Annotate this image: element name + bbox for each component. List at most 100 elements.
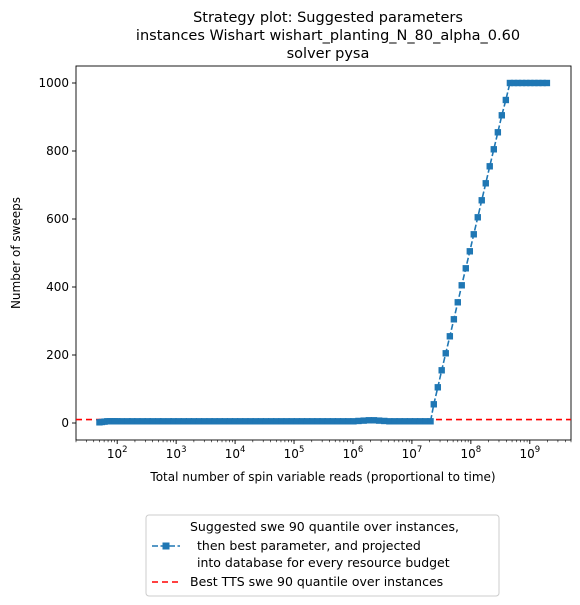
legend-series-label-line-1: Suggested swe 90 quantile over instances… bbox=[190, 519, 459, 534]
data-point bbox=[401, 418, 409, 425]
data-point bbox=[283, 418, 290, 425]
x-tick-label: 104 bbox=[225, 445, 246, 461]
y-tick-label: 0 bbox=[61, 416, 69, 430]
data-point bbox=[446, 333, 454, 340]
data-point bbox=[180, 418, 188, 425]
data-point bbox=[539, 79, 546, 87]
data-point bbox=[155, 418, 162, 425]
data-point bbox=[454, 299, 461, 306]
data-point bbox=[365, 417, 373, 424]
data-point bbox=[268, 418, 275, 425]
data-point bbox=[482, 180, 489, 187]
data-point bbox=[165, 418, 172, 425]
data-point bbox=[159, 418, 167, 425]
legend: Suggested swe 90 quantile over instances… bbox=[145, 514, 500, 597]
y-tick-label: 600 bbox=[46, 212, 69, 226]
data-point bbox=[527, 79, 534, 87]
data-point bbox=[486, 163, 493, 170]
data-point bbox=[434, 384, 442, 391]
y-axis: 0 200 400 600 800 1000 bbox=[38, 76, 76, 430]
chart-title-line-3: solver pysa bbox=[287, 46, 370, 62]
y-tick-label: 200 bbox=[46, 348, 69, 362]
data-point bbox=[129, 418, 136, 425]
data-point bbox=[462, 265, 469, 272]
data-point bbox=[339, 418, 347, 425]
data-point bbox=[514, 79, 522, 87]
data-point bbox=[195, 418, 203, 425]
data-point bbox=[201, 418, 208, 425]
data-point bbox=[298, 418, 306, 425]
plot-area bbox=[75, 65, 572, 441]
data-point bbox=[535, 79, 542, 87]
data-point bbox=[206, 418, 213, 425]
data-point bbox=[134, 418, 141, 425]
data-point bbox=[370, 417, 378, 424]
data-point bbox=[211, 418, 218, 425]
data-point bbox=[185, 418, 193, 425]
x-tick-label: 102 bbox=[107, 445, 128, 461]
chart-title-line-1: Strategy plot: Suggested parameters bbox=[193, 10, 463, 26]
data-point bbox=[411, 418, 419, 425]
data-point bbox=[391, 418, 398, 425]
data-point bbox=[438, 367, 445, 374]
data-point bbox=[144, 418, 151, 425]
x-axis-label: Total number of spin variable reads (pro… bbox=[149, 470, 495, 484]
data-point bbox=[506, 79, 514, 87]
data-point bbox=[531, 79, 538, 87]
data-point bbox=[427, 418, 434, 425]
data-point bbox=[231, 418, 239, 425]
data-point bbox=[273, 418, 280, 425]
y-tick-label: 400 bbox=[46, 280, 69, 294]
data-point bbox=[114, 418, 121, 425]
y-axis-label: Number of sweeps bbox=[9, 197, 23, 309]
data-point bbox=[190, 418, 198, 425]
legend-series-marker bbox=[162, 542, 170, 550]
y-tick-label: 1000 bbox=[38, 76, 69, 90]
data-point bbox=[242, 418, 249, 425]
data-point bbox=[170, 418, 177, 425]
data-point bbox=[345, 418, 352, 425]
legend-reference-label: Best TTS swe 90 quantile over instances bbox=[190, 574, 443, 589]
data-point bbox=[450, 316, 458, 323]
data-point bbox=[396, 418, 403, 425]
data-point bbox=[329, 418, 337, 425]
data-point bbox=[458, 282, 465, 289]
data-point bbox=[381, 417, 388, 425]
data-point bbox=[118, 418, 126, 425]
data-point bbox=[257, 418, 265, 425]
legend-series-label-line-2: then best parameter, and projected bbox=[197, 538, 421, 553]
data-point bbox=[523, 79, 530, 87]
data-point bbox=[226, 418, 234, 425]
data-point bbox=[406, 418, 414, 425]
data-point bbox=[422, 418, 429, 425]
data-point bbox=[416, 418, 424, 425]
data-point bbox=[474, 214, 481, 221]
data-point bbox=[470, 231, 477, 238]
data-point bbox=[139, 418, 146, 425]
series-layer bbox=[96, 79, 551, 426]
data-point bbox=[502, 96, 510, 104]
data-point bbox=[498, 112, 506, 119]
data-point bbox=[478, 197, 485, 204]
data-point bbox=[442, 350, 449, 357]
x-tick-label: 108 bbox=[461, 445, 482, 461]
data-point bbox=[324, 418, 331, 425]
data-point bbox=[288, 418, 295, 425]
data-point bbox=[262, 418, 270, 425]
data-point bbox=[149, 418, 156, 425]
data-point bbox=[309, 418, 316, 425]
x-tick-label: 106 bbox=[343, 445, 364, 461]
data-point bbox=[247, 418, 254, 425]
x-tick-label: 103 bbox=[166, 445, 187, 461]
data-point bbox=[375, 417, 383, 424]
data-point bbox=[490, 146, 497, 153]
data-point bbox=[293, 418, 301, 425]
data-point bbox=[466, 248, 474, 255]
x-tick-label: 109 bbox=[519, 445, 540, 461]
data-point bbox=[350, 418, 357, 425]
data-point bbox=[386, 418, 393, 425]
data-point bbox=[124, 418, 131, 425]
data-point bbox=[494, 129, 502, 136]
data-point bbox=[236, 418, 244, 425]
